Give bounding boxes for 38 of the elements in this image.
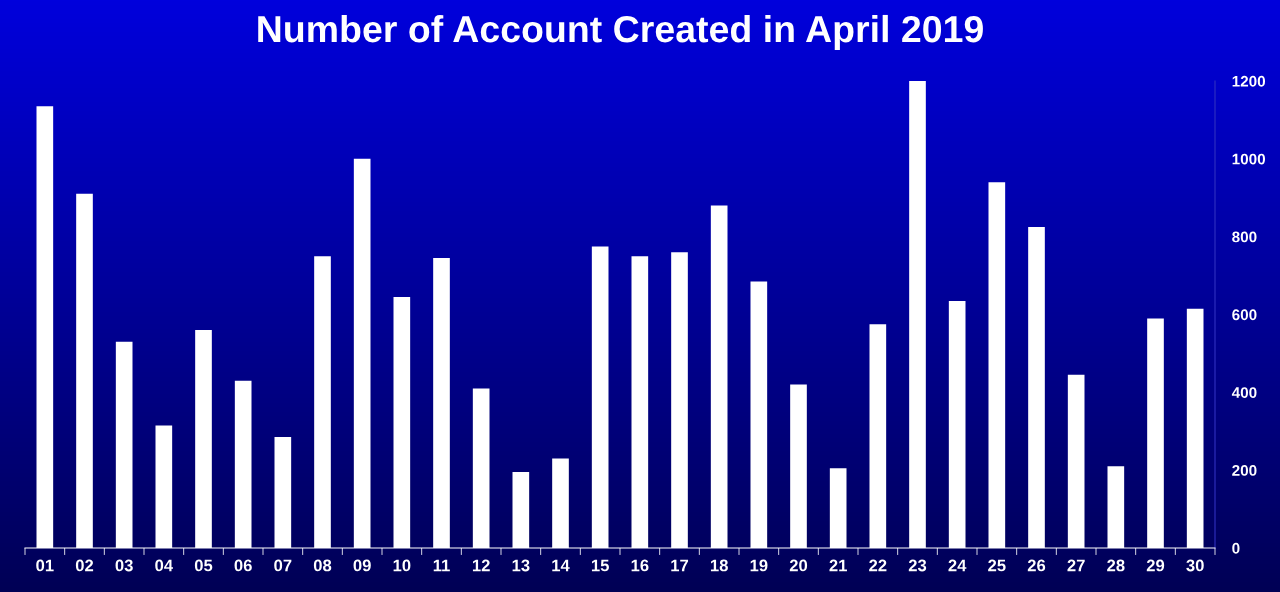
x-tick-label: 17 [671, 559, 689, 572]
x-tick-label: 01 [36, 559, 54, 572]
x-tick-label: 15 [591, 559, 609, 572]
y-tick-label: 1000 [1232, 153, 1266, 165]
x-tick-label: 13 [512, 559, 530, 572]
x-tick-label: 07 [274, 559, 292, 572]
chart-title: Number of Account Created in April 2019 [258, 14, 983, 50]
x-tick-label: 06 [234, 559, 252, 572]
x-tick-label: 10 [393, 559, 411, 572]
y-tick-label: 200 [1232, 465, 1257, 476]
x-tick-label: 29 [1146, 559, 1165, 572]
x-tick-label: 04 [155, 559, 174, 572]
x-tick-label: 05 [194, 559, 213, 572]
y-tick-label: 800 [1232, 231, 1257, 243]
x-tick-label: 23 [908, 559, 927, 572]
x-tick-label: 27 [1067, 559, 1085, 572]
x-tick-label: 18 [710, 559, 728, 572]
x-tick-label: 21 [829, 559, 847, 572]
x-tick-label: 24 [948, 559, 967, 572]
x-tick-label: 11 [433, 559, 450, 572]
x-tick-label: 25 [988, 559, 1006, 572]
x-tick-label: 30 [1186, 559, 1204, 572]
x-tick-label: 26 [1027, 559, 1046, 572]
x-tick-label: 03 [115, 559, 133, 572]
y-tick-label: 1200 [1232, 75, 1266, 87]
x-tick-label: 22 [869, 559, 887, 572]
y-tick-label: 600 [1232, 309, 1257, 321]
x-tick-label: 08 [313, 559, 332, 572]
y-tick-label: 400 [1231, 387, 1257, 399]
x-tick-label: 12 [472, 559, 490, 572]
x-tick-label: 02 [75, 559, 94, 572]
x-tick-label: 09 [353, 559, 371, 572]
x-tick-label: 16 [631, 559, 649, 572]
x-tick-label: 19 [750, 559, 768, 572]
x-tick-label: 28 [1107, 559, 1125, 572]
x-tick-label: 14 [552, 559, 570, 572]
y-tick-label: 0 [1232, 542, 1240, 554]
x-tick-label: 20 [789, 559, 808, 572]
